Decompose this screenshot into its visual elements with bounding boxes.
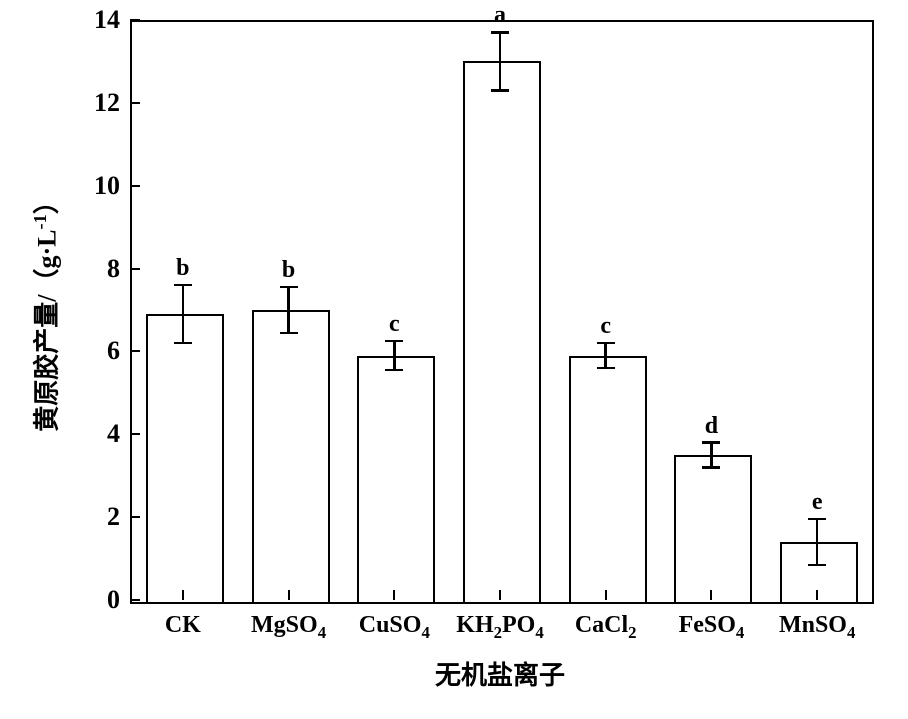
- y-tick-label: 8: [107, 254, 120, 284]
- y-tick-label: 10: [94, 171, 120, 201]
- x-tick-mark: [182, 590, 184, 600]
- x-tick-mark: [710, 590, 712, 600]
- y-tick-mark: [130, 599, 140, 601]
- significance-label: a: [494, 2, 506, 29]
- error-cap-top: [385, 340, 403, 343]
- y-tick-mark: [130, 19, 140, 21]
- error-cap-bottom: [280, 332, 298, 335]
- y-tick-mark: [130, 102, 140, 104]
- significance-label: b: [176, 255, 189, 282]
- significance-label: d: [705, 413, 718, 440]
- error-cap-top: [280, 286, 298, 289]
- x-tick-label: MgSO4: [251, 612, 326, 643]
- x-tick-mark: [288, 590, 290, 600]
- x-tick-label: CaCl2: [575, 612, 637, 643]
- x-axis-label: 无机盐离子: [435, 655, 565, 692]
- x-tick-label: FeSO4: [679, 612, 745, 643]
- error-cap-bottom: [174, 342, 192, 345]
- bar-1: [252, 310, 330, 604]
- y-tick-label: 14: [94, 5, 120, 35]
- y-tick-label: 0: [107, 585, 120, 615]
- significance-label: b: [282, 257, 295, 284]
- y-tick-label: 12: [94, 88, 120, 118]
- y-tick-mark: [130, 268, 140, 270]
- y-tick-label: 4: [107, 419, 120, 449]
- significance-label: e: [812, 489, 823, 516]
- error-bar: [710, 443, 713, 468]
- error-cap-bottom: [808, 564, 826, 567]
- error-cap-top: [597, 342, 615, 345]
- error-bar: [182, 285, 185, 343]
- x-tick-label: CK: [165, 612, 201, 639]
- xanthan-yield-bar-chart: 黄原胶产量/（g·L-1） 无机盐离子 0 2 4 6 8 10 12 14 CK b MgSO4 b…: [0, 0, 908, 719]
- y-tick-label: 2: [107, 502, 120, 532]
- bar-6: [780, 542, 858, 604]
- bar-5: [674, 455, 752, 604]
- error-cap-top: [491, 31, 509, 34]
- y-axis-label: 黄原胶产量/（g·L-1）: [27, 188, 64, 431]
- error-bar: [393, 341, 396, 370]
- y-tick-label: 6: [107, 336, 120, 366]
- bar-4: [569, 356, 647, 604]
- x-tick-label: MnSO4: [779, 612, 855, 643]
- bar-3: [463, 61, 541, 604]
- x-tick-mark: [605, 590, 607, 600]
- error-cap-top: [174, 284, 192, 287]
- error-bar: [499, 32, 502, 90]
- x-tick-mark: [816, 590, 818, 600]
- error-cap-top: [702, 441, 720, 444]
- x-tick-label: KH2PO4: [456, 612, 543, 643]
- error-cap-bottom: [491, 89, 509, 92]
- bar-2: [357, 356, 435, 604]
- x-tick-mark: [499, 590, 501, 600]
- y-tick-mark: [130, 433, 140, 435]
- error-cap-top: [808, 518, 826, 521]
- x-tick-label: CuSO4: [359, 612, 430, 643]
- error-bar: [287, 287, 290, 333]
- significance-label: c: [389, 311, 400, 338]
- y-tick-mark: [130, 185, 140, 187]
- error-bar: [604, 343, 607, 368]
- bar-0: [146, 314, 224, 604]
- x-tick-mark: [393, 590, 395, 600]
- significance-label: c: [600, 313, 611, 340]
- error-cap-bottom: [702, 466, 720, 469]
- error-bar: [816, 519, 819, 565]
- error-cap-bottom: [597, 367, 615, 370]
- error-cap-bottom: [385, 369, 403, 372]
- y-tick-mark: [130, 350, 140, 352]
- y-tick-mark: [130, 516, 140, 518]
